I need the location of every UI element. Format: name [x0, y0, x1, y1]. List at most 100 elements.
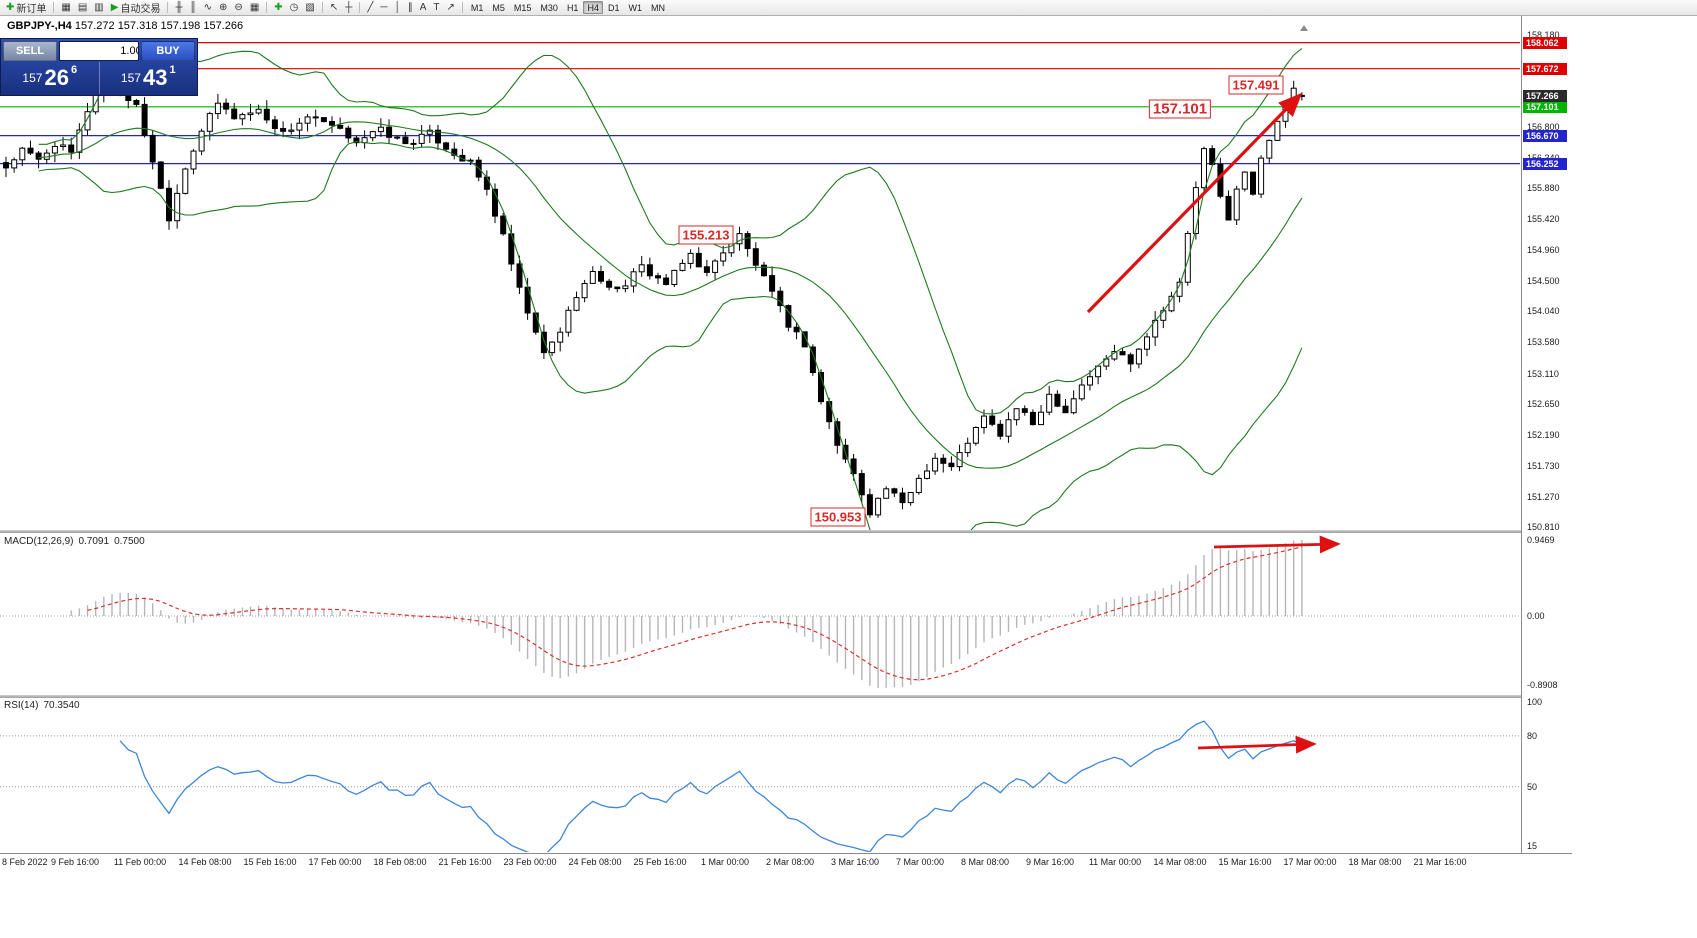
price-tick: 155.420: [1527, 214, 1560, 225]
macd-value-main: 0.7091: [78, 536, 110, 547]
toolbar-separator: [461, 2, 463, 13]
new-order-button[interactable]: ✚ 新订单: [3, 1, 49, 16]
timeframe-button-h4[interactable]: H4: [583, 1, 603, 14]
zoom-in-icon: ⊕: [219, 1, 228, 13]
timeframe-button-mn[interactable]: MN: [650, 3, 665, 13]
candle-chart-mode-button[interactable]: ║: [187, 1, 200, 15]
panel-splitter[interactable]: [0, 695, 1572, 698]
main-price-chart[interactable]: [0, 16, 1520, 530]
template-icon: ▧: [305, 1, 315, 13]
time-axis-label: 8 Feb 2022: [2, 857, 48, 867]
timeframe-button-d1[interactable]: D1: [607, 3, 620, 13]
timeframe-button-h1[interactable]: H1: [566, 3, 579, 13]
price-tick: 155.880: [1527, 183, 1560, 194]
navigator-button[interactable]: ▥: [91, 1, 106, 15]
price-annotation-label[interactable]: 157.491: [1228, 75, 1284, 95]
rsi-name: RSI(14): [4, 700, 39, 711]
indicators-button[interactable]: ✚: [271, 1, 285, 15]
market-watch-button[interactable]: ▤: [75, 1, 90, 15]
cursor-tool-button[interactable]: ↖: [327, 1, 341, 15]
bar-chart-mode-button[interactable]: ╫: [172, 1, 185, 15]
price-annotation-label[interactable]: 157.101: [1148, 99, 1212, 119]
time-axis-label: 18 Feb 08:00: [373, 857, 427, 867]
buy-button[interactable]: BUY: [141, 41, 195, 61]
period-button[interactable]: ◷: [287, 1, 302, 15]
crosshair-tool-button[interactable]: ┼: [342, 1, 355, 15]
price-annotation-label[interactable]: 150.953: [810, 507, 866, 527]
line-chart-icon: ∿: [203, 1, 213, 13]
market-watch-icon: ▤: [77, 1, 88, 13]
timeframe-button-m1[interactable]: M1: [470, 3, 484, 13]
panel-splitter[interactable]: [0, 530, 1572, 533]
timeframe-button-m5[interactable]: M5: [492, 3, 505, 13]
line-chart-mode-button[interactable]: ∿: [201, 1, 215, 15]
macd-axis-zero: 0.00: [1527, 611, 1545, 621]
chart-ohlc-values: 157.272 157.318 157.198 157.266: [74, 20, 244, 32]
text-icon: A: [419, 1, 427, 13]
sell-price-prefix: 157: [22, 71, 43, 85]
macd-panel-chart[interactable]: [0, 533, 1520, 695]
current-price-tag: 157.266: [1523, 89, 1567, 102]
price-tick: 154.500: [1527, 275, 1560, 286]
label-tool-button[interactable]: T: [430, 1, 442, 15]
autotrade-play-icon: ▶: [110, 1, 119, 13]
arrow-tool-button[interactable]: ↗: [443, 1, 457, 15]
tile-windows-button[interactable]: ▦: [247, 1, 262, 15]
trend-arrow[interactable]: [1213, 535, 1341, 554]
hline-price-tag: 157.101: [1523, 100, 1567, 113]
clock-icon: ◷: [289, 1, 299, 13]
trendline-tool-button[interactable]: ╱: [364, 1, 376, 15]
hline-tool-button[interactable]: ─: [377, 1, 390, 15]
trend-arrow[interactable]: [1197, 735, 1317, 754]
timeframe-button-m30[interactable]: M30: [540, 3, 558, 13]
time-axis-label: 14 Feb 08:00: [178, 857, 232, 867]
sell-button[interactable]: SELL: [3, 41, 57, 61]
time-axis-label: 21 Mar 16:00: [1413, 857, 1467, 867]
crosshair-icon: ┼: [345, 1, 353, 13]
price-axis[interactable]: 158.180156.800156.340155.880155.420154.9…: [1521, 16, 1583, 853]
candlestick-icon: ║: [189, 1, 197, 13]
zoom-out-button[interactable]: ⊖: [231, 1, 245, 15]
rsi-indicator-label: RSI(14) 70.3540: [4, 700, 85, 711]
price-tick: 158.180: [1527, 29, 1560, 40]
chart-shift-marker[interactable]: [1300, 25, 1308, 31]
rsi-axis-tick: 100: [1527, 697, 1543, 707]
time-axis[interactable]: 8 Feb 2022 9 Feb 16:00 11 Feb 00:00 14 Feb …: [0, 853, 1572, 869]
macd-axis-max: 0.9469: [1527, 535, 1555, 545]
time-axis-label: 18 Mar 08:00: [1348, 857, 1402, 867]
time-axis-label: 15 Feb 16:00: [243, 857, 297, 867]
text-tool-button[interactable]: A: [417, 1, 430, 15]
price-tick: 150.810: [1527, 522, 1560, 533]
time-axis-label: 17 Mar 00:00: [1283, 857, 1337, 867]
charts-window-button[interactable]: ▦: [58, 1, 73, 15]
timeframe-button-w1[interactable]: W1: [628, 3, 642, 13]
hline-price-tag: 158.062: [1523, 36, 1567, 49]
timeframe-group: M1 M5 M15 M30 H1 H4 D1 W1 MN: [467, 1, 669, 14]
price-tick: 156.800: [1527, 121, 1560, 132]
channel-tool-button[interactable]: ∥: [405, 1, 416, 15]
one-click-trading-panel: SELL ▲ ▼ BUY 157 26 6 157 43 1: [0, 38, 198, 96]
vline-tool-button[interactable]: │: [391, 1, 403, 15]
timeframe-button-m15[interactable]: M15: [513, 3, 532, 13]
chart-window-icon: ▦: [61, 1, 71, 13]
buy-price-prefix: 157: [120, 71, 141, 85]
rsi-panel-chart[interactable]: [0, 698, 1520, 852]
templates-button[interactable]: ▧: [302, 1, 317, 15]
hline-price-tag: 156.252: [1523, 157, 1567, 170]
price-annotation-label[interactable]: 155.213: [678, 225, 734, 245]
volume-field-wrap: ▲ ▼: [59, 41, 139, 61]
macd-value-signal: 0.7500: [114, 536, 145, 547]
trend-arrow[interactable]: [1086, 92, 1303, 314]
volume-input[interactable]: [60, 42, 138, 60]
navigator-icon: ▥: [94, 1, 104, 13]
rsi-axis-tick: 15: [1527, 841, 1538, 851]
zoom-in-button[interactable]: ⊕: [216, 1, 230, 15]
buy-price-point: 1: [169, 64, 176, 76]
new-order-icon: ✚: [6, 1, 15, 13]
time-axis-label: 2 Mar 08:00: [765, 857, 815, 867]
rsi-axis-tick: 80: [1527, 730, 1538, 741]
autotrade-button[interactable]: ▶ 自动交易: [108, 1, 164, 16]
macd-indicator-label: MACD(12,26,9) 0.7091 0.7500: [4, 536, 150, 547]
buy-price-pips: 43: [142, 65, 168, 90]
